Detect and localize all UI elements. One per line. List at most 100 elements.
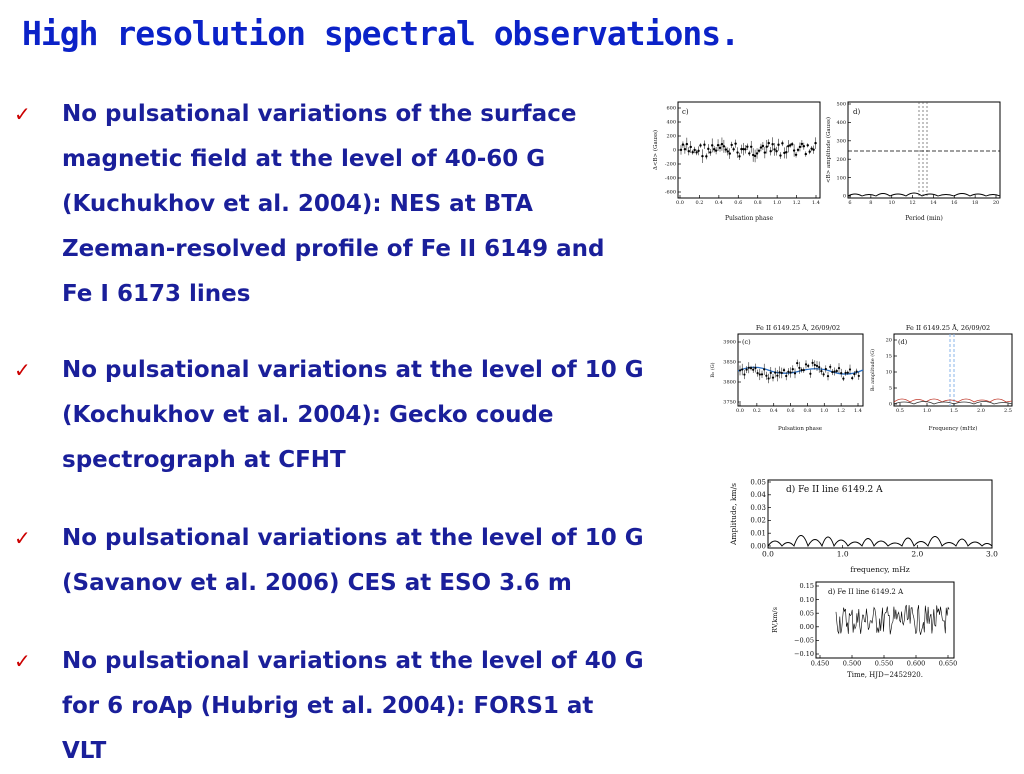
y-tick-label: 200	[836, 157, 846, 163]
bullet-3: ✓ No pulsational variations at the level…	[14, 516, 694, 606]
data-point	[813, 363, 816, 367]
panel-label: (c)	[742, 338, 751, 346]
y-tick-label: 0.05	[750, 478, 766, 486]
data-point	[782, 369, 786, 372]
data-point	[824, 367, 827, 371]
data-point	[718, 146, 722, 150]
x-tick-label: 1.0	[837, 550, 849, 559]
x-tick-label: 0.550	[875, 660, 894, 668]
panel-c-plot: Fe II 6149.25 Å, 26/09/02 (c) 3900 3850 38…	[709, 323, 864, 432]
data-point	[775, 150, 778, 153]
y-tick-label: 200	[666, 134, 676, 140]
data-point	[761, 144, 765, 148]
data-point	[732, 148, 735, 151]
y-tick-label: 0.15	[800, 582, 814, 590]
x-tick-label: 0.6	[734, 200, 742, 206]
data-point	[714, 149, 718, 152]
data-point	[763, 368, 766, 371]
data-point	[697, 149, 700, 153]
x-tick-label: 1.4	[812, 200, 820, 206]
y-tick-label: 5	[889, 386, 892, 392]
rv-curve	[835, 604, 950, 635]
panel-header: Fe II 6149.25 Å, 26/09/02	[756, 323, 840, 332]
x-tick-label: 20	[993, 200, 999, 206]
panel-label: d) Fe II line 6149.2 A	[828, 588, 904, 596]
data-point	[767, 377, 770, 380]
data-point	[802, 369, 805, 372]
data-point	[785, 374, 788, 378]
bullet-line: No pulsational variations at the level o…	[62, 357, 644, 383]
bullet-line: No pulsational variations at the level o…	[62, 525, 644, 551]
y-tick-label: 0.00	[800, 623, 814, 631]
figure-gecko: Fe II 6149.25 Å, 26/09/02 (c) 3900 3850 38…	[708, 318, 1018, 438]
data-point	[701, 154, 704, 158]
data-point	[794, 153, 798, 157]
data-point	[822, 373, 825, 376]
x-tick-label: 0.8	[803, 408, 811, 414]
x-tick-label: 1.4	[854, 408, 862, 414]
data-point	[724, 148, 728, 151]
data-point	[763, 151, 767, 154]
x-tick-label: 0.6	[787, 408, 795, 414]
amplitude-curve	[847, 192, 1001, 197]
amplitude-curve-red	[893, 398, 1013, 403]
data-point	[757, 149, 761, 152]
y-tick-label: 0	[673, 148, 676, 154]
data-point	[802, 145, 806, 148]
y-tick-label: 3850	[723, 360, 736, 366]
x-tick-label: 1.2	[837, 408, 845, 414]
x-tick-label: 12	[909, 200, 915, 206]
bullet-2: ✓ No pulsational variations at the level…	[14, 348, 694, 483]
data-point	[796, 148, 800, 152]
data-point	[720, 142, 724, 146]
data-point	[776, 374, 779, 377]
y-axis-label: B₀ amplitude (G)	[869, 349, 876, 391]
data-point	[769, 371, 772, 374]
data-point	[773, 148, 776, 151]
y-tick-label: 3800	[723, 380, 736, 386]
data-point	[818, 366, 821, 369]
panel-d-plot: d) 500 400 300 200 100 0 6 8 10 12 14 16 18 20 Perio…	[825, 101, 1001, 222]
x-tick-label: 1.0	[773, 200, 781, 206]
data-point	[808, 150, 811, 153]
data-point	[812, 148, 815, 151]
data-point	[705, 155, 708, 158]
figure-rv-timeseries: d) Fe II line 6149.2 A 0.15 0.10 0.05 0.00 −…	[770, 576, 970, 680]
y-tick-label: -600	[665, 190, 676, 196]
data-point	[685, 142, 689, 146]
data-point	[778, 371, 781, 374]
checkmark-icon: ✓	[14, 358, 31, 382]
data-point	[730, 143, 733, 147]
data-point	[750, 145, 753, 148]
checkmark-icon: ✓	[14, 649, 31, 673]
data-point	[835, 369, 838, 373]
data-point	[810, 147, 813, 150]
data-point	[806, 144, 809, 147]
data-point	[789, 371, 792, 374]
data-point	[687, 150, 690, 153]
y-tick-label: 15	[886, 354, 892, 360]
x-tick-label: 8	[869, 200, 872, 206]
checkmark-icon: ✓	[14, 526, 31, 550]
data-point	[826, 374, 830, 378]
data-point	[743, 373, 746, 376]
data-point	[741, 368, 744, 371]
y-tick-label: 0.00	[750, 542, 766, 550]
data-point	[738, 369, 742, 372]
data-point	[848, 368, 852, 371]
y-tick-label: 100	[836, 175, 846, 181]
x-tick-label: 18	[972, 200, 978, 206]
data-point	[844, 371, 847, 374]
data-point	[734, 142, 737, 145]
bullet-line: (Kochukhov et al. 2004): Gecko coude	[62, 402, 554, 428]
y-tick-label: 10	[886, 370, 892, 376]
data-point	[857, 374, 860, 378]
data-point	[699, 144, 702, 147]
data-point	[798, 145, 802, 149]
x-tick-label: 1.0	[820, 408, 828, 414]
y-tick-label: 3900	[723, 340, 736, 346]
data-point	[742, 147, 745, 151]
x-axis-label: Frequency (mHz)	[929, 425, 978, 432]
data-point	[842, 377, 845, 380]
data-point	[780, 371, 783, 375]
